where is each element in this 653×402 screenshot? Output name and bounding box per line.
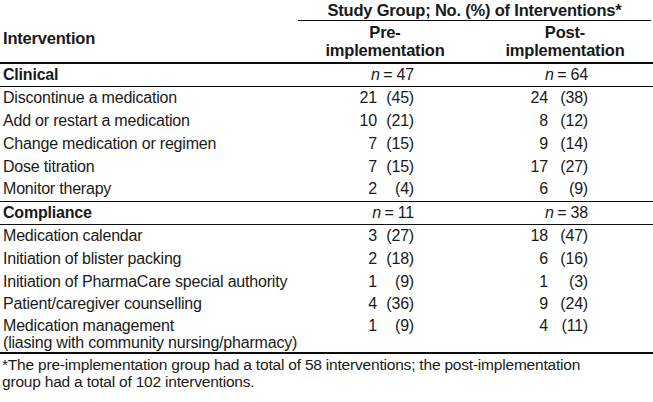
table-row: Monitor therapy 2 (4) 6 (9) bbox=[0, 178, 653, 202]
section-title: Clinical bbox=[0, 66, 337, 84]
table-row: Medication management (liasing with comm… bbox=[0, 316, 653, 354]
pre-n-value: n= 11 bbox=[337, 204, 414, 222]
section-row-compliance: Compliance n= 11 n= 38 bbox=[0, 202, 653, 225]
span-header-rule bbox=[298, 20, 651, 21]
table-row: Add or restart a medication 10 (21) 8 (1… bbox=[0, 110, 653, 133]
table-row: Change medication or regimen 7 (15) 9 (1… bbox=[0, 132, 653, 155]
interventions-table: Study Group; No. (%) of Interventions* I… bbox=[0, 0, 653, 402]
table-row: Discontinue a medication 21 (45) 24 (38) bbox=[0, 87, 653, 110]
table-row: Medication calendar 3 (27) 18 (47) bbox=[0, 225, 653, 248]
table-footnote: *The pre-implementation group had a tota… bbox=[0, 356, 653, 391]
table-header: Study Group; No. (%) of Interventions* I… bbox=[0, 0, 653, 64]
pre-n-value: n= 47 bbox=[337, 66, 414, 84]
post-n-value: n= 38 bbox=[414, 204, 588, 222]
table-row: Dose titration 7 (15) 17 (27) bbox=[0, 155, 653, 178]
table-row: Initiation of blister packing 2 (18) 6 (… bbox=[0, 247, 653, 270]
table-row: Patient/caregiver counselling 4 (36) 9 (… bbox=[0, 293, 653, 316]
column-header-intervention: Intervention bbox=[3, 29, 95, 48]
section-row-clinical: Clinical n= 47 n= 64 bbox=[0, 64, 653, 87]
span-header: Study Group; No. (%) of Interventions* bbox=[298, 1, 651, 20]
section-title: Compliance bbox=[0, 204, 337, 222]
table-row: Initiation of PharmaCare special authori… bbox=[0, 270, 653, 293]
column-header-post-implementation: Post- implementation bbox=[505, 24, 625, 59]
column-header-pre-implementation: Pre- implementation bbox=[325, 24, 445, 59]
post-n-value: n= 64 bbox=[414, 66, 588, 84]
